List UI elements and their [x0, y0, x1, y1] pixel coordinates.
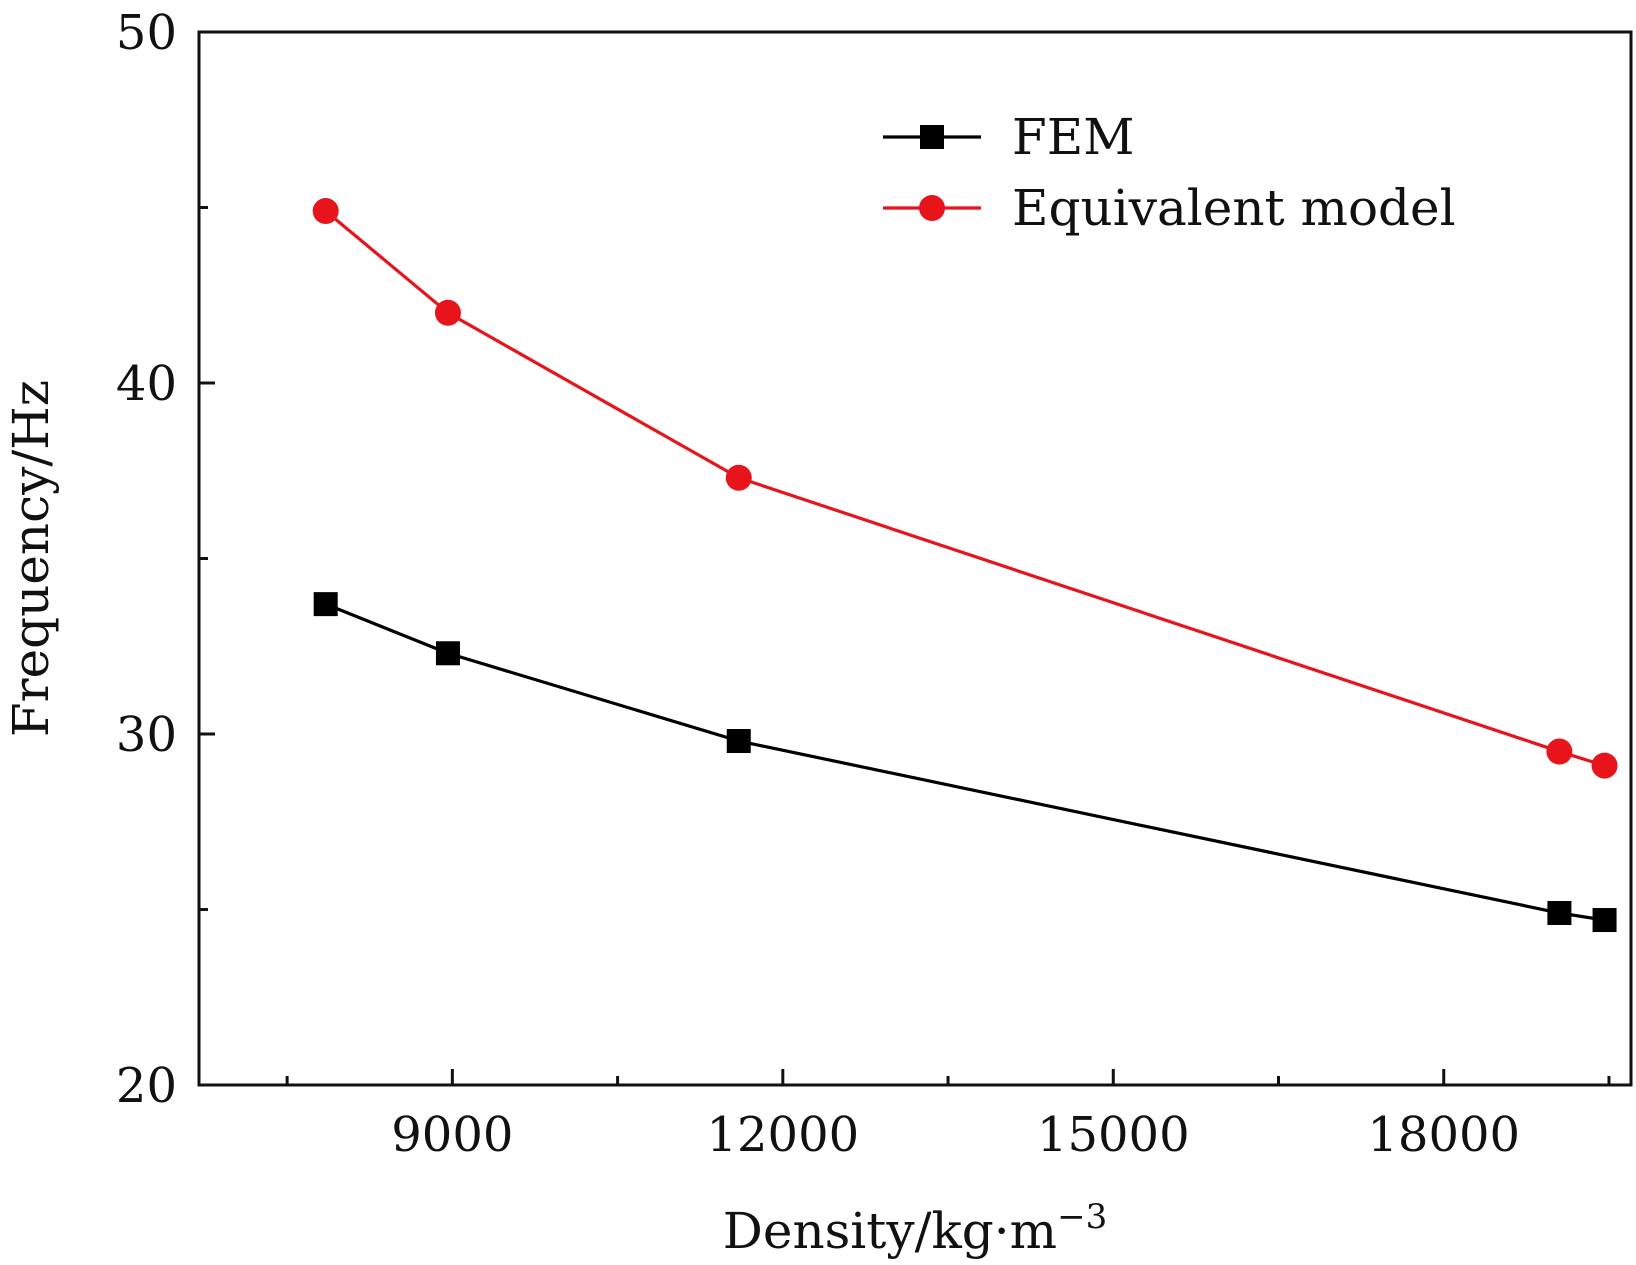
legend-marker-equivalent-model — [919, 195, 945, 221]
x-tick-label-12000: 12000 — [706, 1107, 859, 1163]
x-tick-label-18000: 18000 — [1367, 1107, 1520, 1163]
axis-ticks — [199, 30, 1611, 1087]
point-equivalent-model-4 — [1591, 752, 1618, 779]
point-equivalent-model-0 — [312, 198, 339, 225]
point-equivalent-model-1 — [434, 299, 461, 326]
series-lines — [324, 209, 1606, 922]
point-fem-2 — [726, 729, 751, 754]
series-line-equivalent-model — [324, 209, 1606, 768]
point-fem-0 — [313, 592, 338, 617]
x-tick-label-15000: 15000 — [1037, 1107, 1190, 1163]
series-markers — [312, 198, 1618, 933]
point-equivalent-model-2 — [725, 464, 752, 491]
axis-tick-labels: 9000 12000 15000 18000 20 30 40 50 — [116, 5, 1520, 1163]
legend: FEM Equivalent model — [883, 108, 1456, 237]
series-line-fem — [325, 602, 1605, 922]
point-fem-3 — [1547, 901, 1572, 926]
legend-label-equivalent-model: Equivalent model — [1012, 179, 1456, 237]
x-axis-title-main: Density/kg·m — [723, 1202, 1057, 1260]
x-axis-title: Density/kg·m−3 — [723, 1197, 1107, 1260]
y-tick-label-40: 40 — [116, 356, 177, 412]
point-fem-1 — [435, 641, 460, 666]
legend-label-fem: FEM — [1012, 108, 1134, 166]
y-tick-label-50: 50 — [116, 5, 177, 61]
x-axis-title-superscript: −3 — [1057, 1197, 1107, 1237]
legend-marker-fem — [920, 125, 944, 149]
x-tick-label-9000: 9000 — [391, 1107, 513, 1163]
point-equivalent-model-3 — [1546, 738, 1573, 765]
point-fem-4 — [1592, 908, 1617, 933]
y-tick-label-20: 20 — [116, 1058, 177, 1114]
y-axis-title: Frequency/Hz — [2, 380, 60, 737]
y-tick-label-30: 30 — [116, 707, 177, 763]
